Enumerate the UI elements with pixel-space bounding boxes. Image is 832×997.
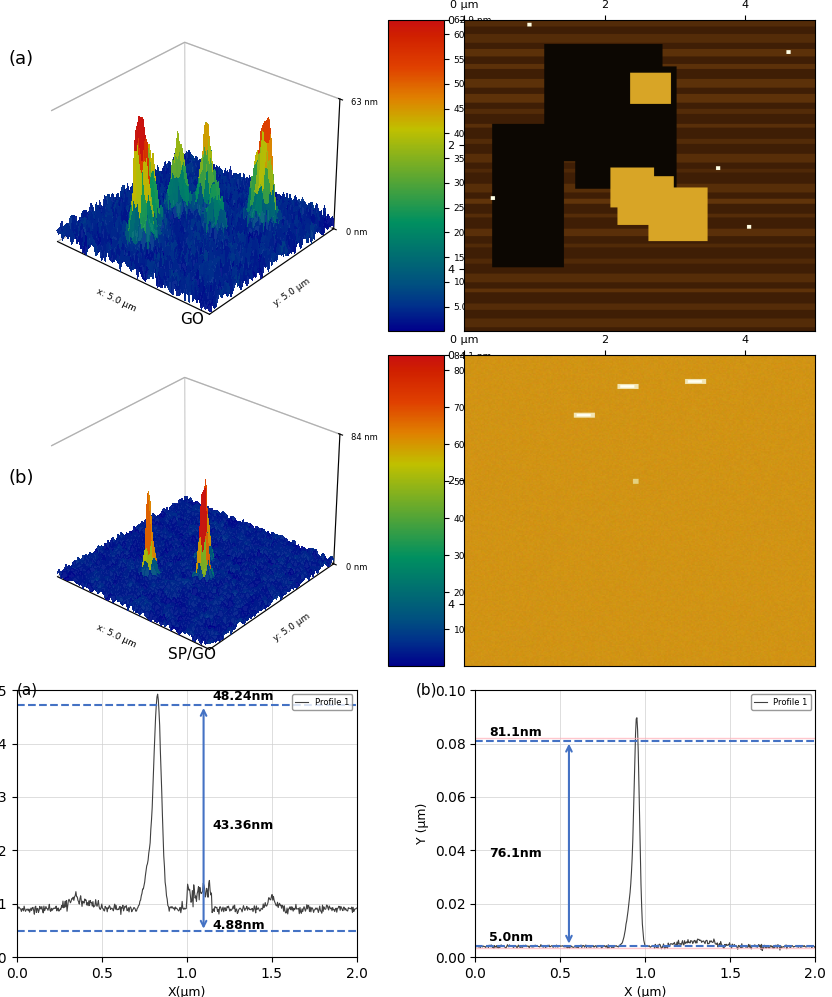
- Text: 81.1nm: 81.1nm: [489, 726, 542, 739]
- Profile 1: [344, 902, 354, 914]
- Text: (a): (a): [8, 50, 33, 68]
- Title: GO: GO: [181, 312, 204, 327]
- Line: Profile 1: Profile 1: [17, 694, 357, 914]
- Profile 1: [804, 940, 814, 952]
- Profile 1: [470, 939, 480, 951]
- Text: 5.0nm: 5.0nm: [489, 931, 533, 944]
- Profile 1: [12, 901, 22, 913]
- Profile 1: [291, 903, 301, 915]
- Legend: Profile 1: Profile 1: [751, 694, 811, 710]
- Text: (a): (a): [17, 683, 37, 698]
- Profile 1: [152, 688, 162, 700]
- Legend: Profile 1: Profile 1: [292, 694, 353, 710]
- Text: 43.36nm: 43.36nm: [212, 819, 274, 832]
- Text: 48.24nm: 48.24nm: [212, 690, 274, 703]
- Text: (b): (b): [8, 469, 34, 487]
- Text: (b): (b): [416, 683, 438, 698]
- Profile 1: [215, 900, 225, 912]
- X-axis label: X (μm): X (μm): [624, 986, 666, 997]
- Profile 1: [635, 817, 645, 829]
- Line: Profile 1: Profile 1: [475, 718, 815, 950]
- Profile 1: [197, 887, 207, 899]
- Profile 1: [176, 902, 186, 914]
- Profile 1: [632, 712, 642, 724]
- Profile 1: [757, 944, 767, 956]
- Profile 1: [352, 902, 362, 914]
- Profile 1: [750, 939, 760, 951]
- Profile 1: [655, 938, 665, 950]
- Profile 1: [810, 940, 820, 952]
- X-axis label: X(μm): X(μm): [167, 986, 206, 997]
- Profile 1: [175, 903, 185, 915]
- Text: 4.88nm: 4.88nm: [212, 919, 265, 932]
- X-axis label: x: 5.0 μm: x: 5.0 μm: [95, 622, 137, 649]
- Text: 76.1nm: 76.1nm: [489, 847, 542, 860]
- Y-axis label: Y (μm): Y (μm): [417, 803, 429, 844]
- X-axis label: x: 5.0 μm: x: 5.0 μm: [95, 287, 137, 314]
- Y-axis label: y: 5.0 μm: y: 5.0 μm: [271, 276, 311, 308]
- Y-axis label: y: 5.0 μm: y: 5.0 μm: [271, 611, 311, 643]
- Profile 1: [116, 908, 126, 920]
- Title: SP/GO: SP/GO: [168, 647, 216, 662]
- Profile 1: [673, 934, 683, 946]
- Profile 1: [632, 724, 642, 736]
